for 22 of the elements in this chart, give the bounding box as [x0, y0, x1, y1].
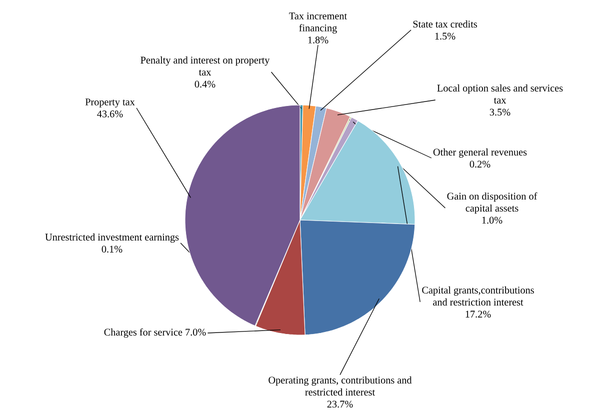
- data-label: 1.0%: [482, 216, 502, 224]
- slice-label: Tax increment financing: [289, 12, 347, 34]
- slice-label: Charges for service: [104, 328, 182, 338]
- slice-label: Gain on disposition of capital assets: [447, 192, 538, 214]
- slice-label: Local option sales and services tax: [437, 84, 563, 104]
- slice-label: Unrestricted investment earnings: [45, 233, 179, 243]
- data-label: 0.2%: [470, 160, 490, 168]
- slice-label: Other general revenues: [433, 148, 527, 158]
- data-label: 23.7%: [327, 400, 353, 408]
- slice-label: Capital grants,contributions and restriction interest: [422, 286, 534, 306]
- data-label: 0.4%: [194, 80, 216, 88]
- data-label: 43.6%: [97, 110, 123, 118]
- slice-label: Operating grants, contributions and restricted interest: [268, 376, 412, 396]
- data-label: 0.1%: [102, 246, 122, 253]
- slice-label: Property tax: [85, 98, 135, 108]
- slice-label: State tax credits: [413, 20, 478, 28]
- slice-label: Penalty and interest on property tax: [140, 56, 270, 76]
- data-label: 17.2%: [466, 310, 491, 318]
- data-label: 1.5%: [435, 32, 456, 40]
- data-label: 7.0%: [186, 328, 206, 336]
- data-label: 1.8%: [308, 36, 328, 44]
- data-label: 3.5%: [490, 108, 510, 116]
